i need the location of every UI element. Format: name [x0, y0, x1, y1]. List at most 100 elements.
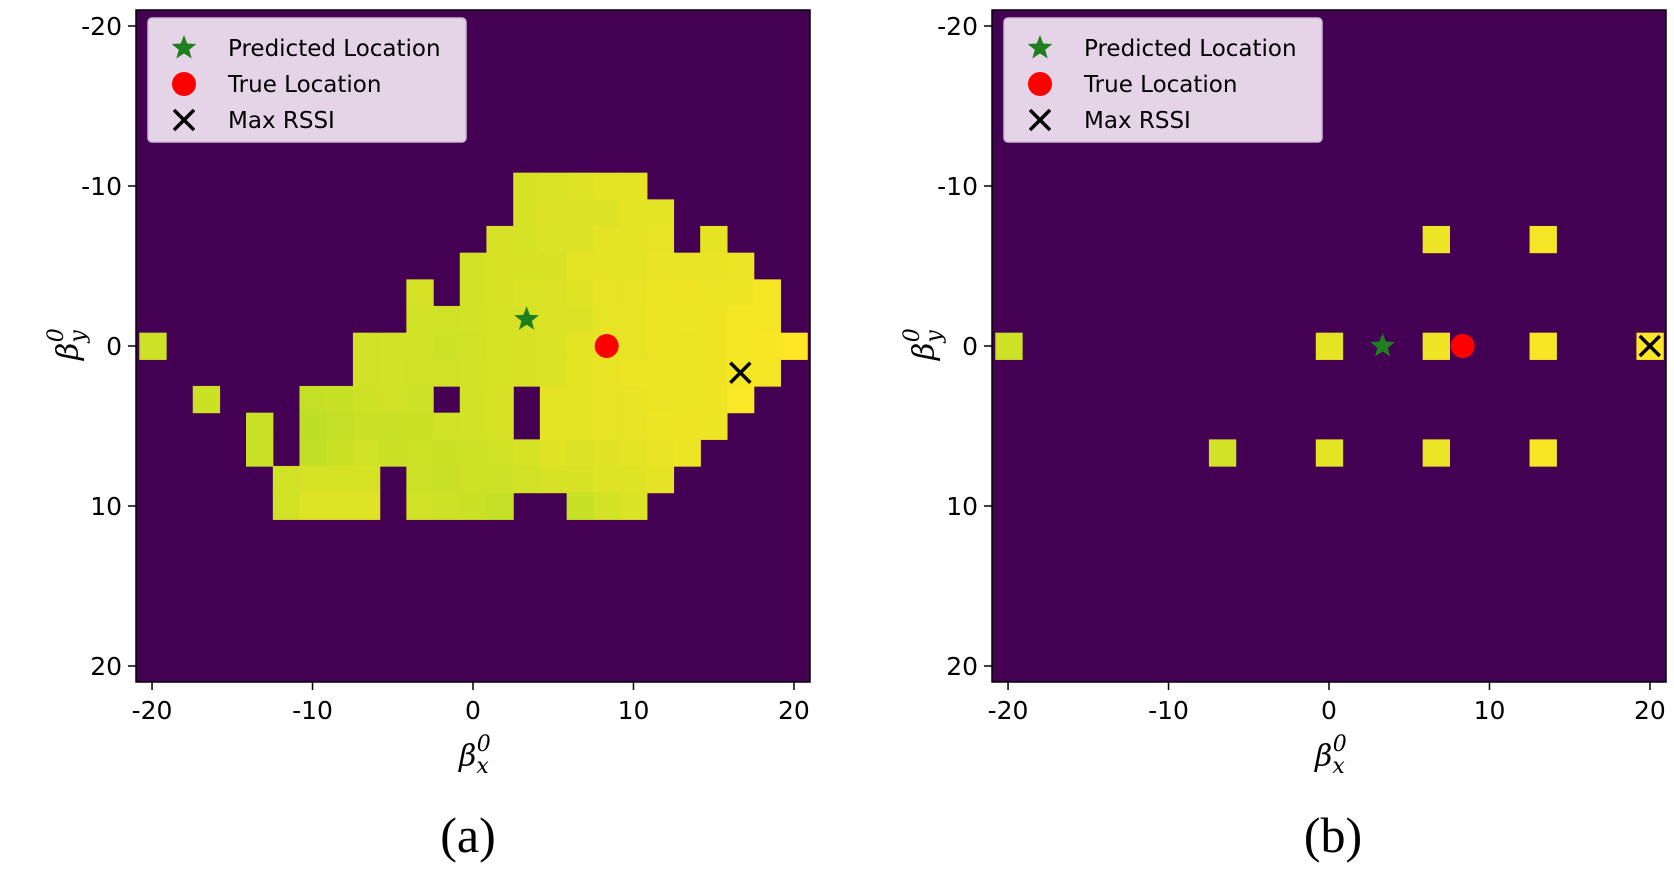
y-axis-label-sub: y — [66, 330, 91, 344]
heatmap-cell — [459, 385, 488, 414]
true-location-marker — [1450, 334, 1475, 358]
heatmap-cell — [459, 305, 488, 334]
heatmap-cell — [299, 465, 327, 494]
heatmap-cell — [406, 279, 434, 307]
heatmap-cell — [246, 412, 274, 440]
y-axis-label-sup: 0 — [900, 328, 925, 342]
heatmap-cell — [459, 439, 488, 467]
heatmap-cell — [352, 332, 381, 360]
heatmap-cell — [753, 359, 781, 387]
heatmap-cell — [566, 385, 595, 414]
panel-caption: (a) — [440, 807, 496, 863]
heatmap-cell — [620, 439, 648, 467]
y-tick-label: 20 — [946, 652, 978, 681]
heatmap-cell — [566, 172, 595, 200]
heatmap-cell — [486, 385, 514, 414]
x-axis-label-base: β — [1314, 739, 1332, 774]
legend-entry-max-rssi: Max RSSI — [1028, 108, 1191, 134]
heatmap-cells — [995, 225, 1664, 467]
legend: Predicted Location True Location Max RSS… — [1003, 17, 1323, 143]
heatmap-cell — [513, 465, 541, 494]
heatmap-cell — [513, 332, 541, 360]
heatmap-cell — [513, 199, 541, 227]
heatmap-cell — [593, 412, 621, 440]
heatmap-cell — [620, 332, 648, 360]
heatmap-cell — [673, 385, 701, 414]
heatmap-cell — [1529, 332, 1557, 360]
heatmap-cell — [513, 252, 541, 280]
heatmap-cell — [566, 199, 595, 227]
heatmap-cell — [620, 385, 648, 414]
heatmap-cell — [326, 385, 354, 414]
y-tick-label: 10 — [946, 492, 978, 521]
x-tick-label: 10 — [618, 696, 650, 725]
heatmap-cell — [620, 252, 648, 280]
heatmap-cell — [352, 439, 381, 467]
heatmap-cell — [432, 465, 461, 494]
heatmap-cell — [566, 412, 595, 440]
x-tick-label: 0 — [1321, 696, 1337, 725]
heatmap-cell — [593, 465, 621, 494]
heatmap-cell — [539, 172, 568, 200]
heatmap-cell — [406, 332, 434, 360]
heatmap-cell — [646, 385, 675, 414]
legend-entry-predicted: Predicted Location — [171, 35, 441, 62]
heatmap-cell — [726, 385, 755, 414]
heatmap-cell — [1208, 439, 1237, 467]
heatmap-cell — [726, 305, 755, 334]
heatmap-cell — [352, 465, 381, 494]
location-markers — [514, 306, 752, 384]
x-tick-label: 20 — [778, 696, 810, 725]
heatmap-cell — [593, 492, 621, 520]
heatmap-cell — [620, 465, 648, 494]
heatmap-cell — [620, 172, 648, 200]
x-tick-label: -10 — [1148, 696, 1189, 725]
heatmap-cell — [459, 332, 488, 360]
heatmap-cell — [673, 279, 701, 307]
heatmap-cell — [459, 412, 488, 440]
heatmap-cell — [459, 359, 488, 387]
x-tick-label: 10 — [1474, 696, 1506, 725]
heatmap-cell — [1315, 439, 1344, 467]
legend-entry-predicted: Predicted Location — [1027, 35, 1297, 62]
heatmap-cell — [406, 492, 434, 520]
y-tick-label: -20 — [937, 12, 978, 41]
heatmap-cell — [379, 439, 408, 467]
heatmap-cell — [620, 225, 648, 254]
heatmap-cell — [646, 279, 675, 307]
y-axis-label-sub: y — [922, 330, 947, 344]
cross-icon — [172, 108, 196, 132]
heatmap-cell — [995, 332, 1023, 360]
heatmap-cell — [352, 359, 381, 387]
heatmap-cell — [432, 305, 461, 334]
heatmap-cell — [192, 385, 221, 414]
heatmap-cell — [299, 439, 327, 467]
heatmap-cell — [513, 359, 541, 387]
x-axis-ticks: -20 -10 0 10 20 — [988, 682, 1666, 725]
y-tick-label: -10 — [937, 172, 978, 201]
heatmap-cell — [726, 332, 755, 360]
heatmap-cell — [566, 465, 595, 494]
heatmap-cell — [593, 439, 621, 467]
predicted-location-marker — [1370, 333, 1395, 357]
heatmap-cell — [1529, 439, 1557, 467]
heatmap-cell — [432, 439, 461, 467]
x-axis-label: βx0 — [1314, 732, 1347, 779]
heatmap-cell — [673, 359, 701, 387]
heatmap-cell — [620, 492, 648, 520]
y-tick-label: -10 — [81, 172, 122, 201]
heatmap-cell — [486, 359, 514, 387]
heatmap-cell — [486, 492, 514, 520]
y-tick-label: 20 — [90, 652, 122, 681]
heatmap-cell — [620, 412, 648, 440]
legend-entry-max-rssi: Max RSSI — [172, 108, 335, 134]
heatmap-cell — [539, 252, 568, 280]
heatmap-cell — [379, 359, 408, 387]
heatmap-cell — [566, 279, 595, 307]
x-axis-label: βx0 — [458, 732, 491, 779]
heatmap-cell — [646, 332, 675, 360]
heatmap-cell — [486, 225, 514, 254]
y-axis-label-base: β — [907, 343, 942, 361]
